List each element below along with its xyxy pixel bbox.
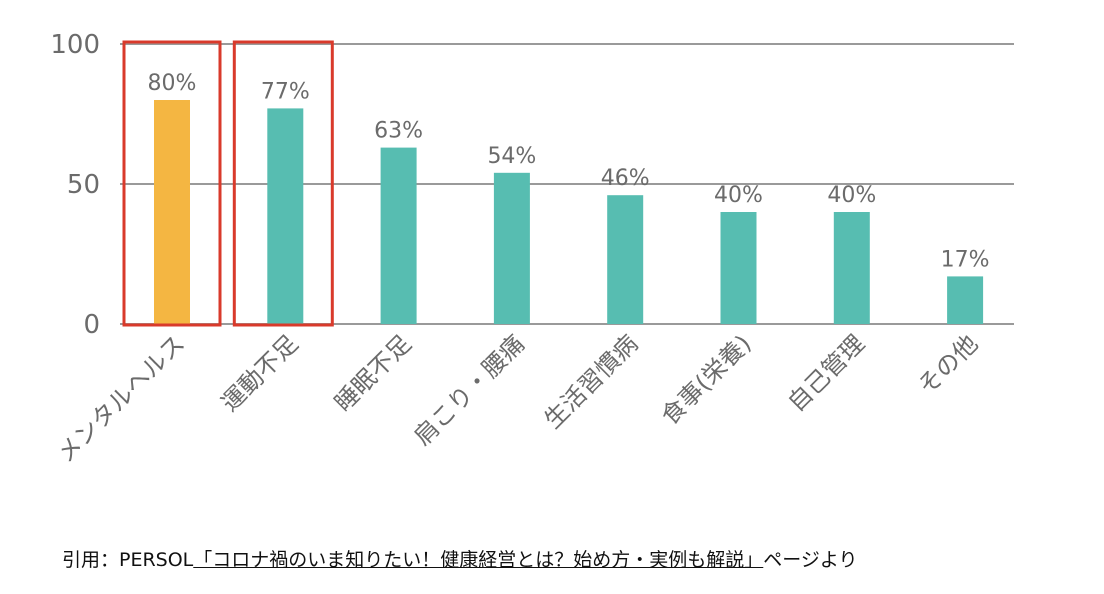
highlight-box xyxy=(122,40,222,327)
citation-link[interactable]: 「コロナ禍のいま知りたい！健康経営とは？始め方・実例も解説」 xyxy=(193,549,764,571)
value-label: 63% xyxy=(374,119,423,144)
bar-7 xyxy=(833,212,870,324)
y-tick-label: 100 xyxy=(50,30,100,60)
value-label: 40% xyxy=(714,183,763,208)
bar-2 xyxy=(267,108,304,325)
category-label: 肩こり・腰痛 xyxy=(409,329,531,451)
category-label: 生活習慣病 xyxy=(539,329,644,434)
y-tick-label: 50 xyxy=(67,170,100,200)
value-label: 80% xyxy=(148,71,197,96)
category-label: 食事(栄養) xyxy=(656,329,757,430)
citation: 引用：PERSOL「コロナ禍のいま知りたい！健康経営とは？始め方・実例も解説」ペ… xyxy=(62,545,858,572)
value-label: 46% xyxy=(601,166,650,191)
value-label: 17% xyxy=(941,247,990,272)
highlight-box xyxy=(232,40,334,327)
citation-prefix: 引用：PERSOL xyxy=(62,549,194,571)
category-label: 睡眠不足 xyxy=(329,329,417,417)
bar-5 xyxy=(607,195,644,324)
bar-6 xyxy=(720,212,757,324)
value-label: 54% xyxy=(487,144,536,169)
chart-area: 0 50 100 80% メンタルヘルス 77% 運動不足 63% 睡眠不足 54% 肩こり・腰痛 4… xyxy=(50,30,1014,468)
value-label: 40% xyxy=(827,183,876,208)
citation-suffix: ページより xyxy=(763,549,858,571)
bar-3 xyxy=(380,147,417,324)
bar-8 xyxy=(947,276,984,324)
bar-4 xyxy=(493,172,530,324)
value-label: 77% xyxy=(261,79,310,104)
category-label: その他 xyxy=(913,329,984,400)
category-label: 運動不足 xyxy=(216,329,304,417)
bar-chart: 0 50 100 80% メンタルヘルス 77% 運動不足 63% 睡眠不足 54% 肩こり・腰痛 4… xyxy=(50,30,1014,468)
y-tick-label: 0 xyxy=(83,310,100,340)
category-label: 自己管理 xyxy=(782,329,870,417)
category-label: メンタルヘルス xyxy=(52,329,191,468)
bar-1 xyxy=(154,100,190,324)
